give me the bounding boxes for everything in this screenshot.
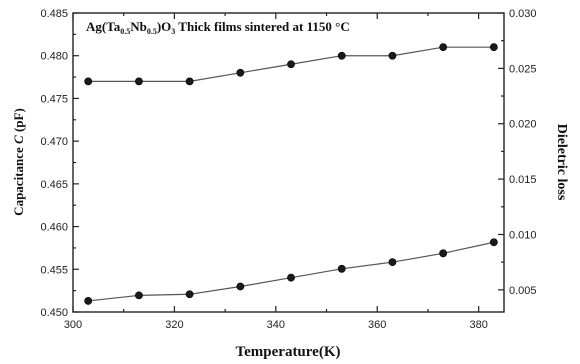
data-point-series-2 (388, 258, 397, 267)
x-tick-label: 380 (469, 319, 487, 331)
y-left-tick-label: 0.485 (40, 8, 68, 20)
data-point-series-2 (185, 290, 194, 299)
y-right-tick-label: 0.030 (509, 8, 537, 20)
x-tick-label: 360 (368, 319, 386, 331)
plot-frame (72, 12, 505, 313)
chart-title: Ag(Ta0.5Nb0.5)O3 Thick films sintered at… (86, 19, 350, 36)
data-point-series-1 (84, 77, 93, 86)
y-right-tick-label: 0.025 (509, 63, 537, 75)
data-point-series-2 (337, 264, 346, 273)
series-line-2 (88, 241, 494, 302)
y-left-axis-ticks: 0.450 0.455 0.460 0.465 0.470 0.475 0.480 0.485 (40, 8, 79, 319)
y-left-tick-label: 0.455 (40, 264, 68, 276)
data-point-series-2 (84, 297, 93, 305)
data-point-series-2 (135, 291, 143, 300)
data-point-series-1 (439, 43, 448, 52)
y-right-axis-title: Dieletric loss (554, 124, 569, 201)
y-left-tick-label: 0.460 (40, 222, 68, 234)
data-point-series-2 (439, 249, 448, 258)
y-left-tick-label: 0.450 (40, 307, 68, 319)
data-point-series-2 (287, 273, 295, 282)
y-right-tick-label: 0.005 (509, 285, 537, 297)
x-tick-label: 300 (64, 319, 82, 331)
data-point-series-1 (185, 77, 194, 86)
x-axis-ticks: 300 320 340 360 380 (64, 13, 488, 331)
x-axis-title: Temperature(K) (236, 344, 341, 360)
data-point-series-2 (489, 238, 498, 247)
data-point-series-1 (337, 51, 346, 60)
y-right-axis-ticks: 0.005 0.010 0.015 0.020 0.025 0.030 (498, 8, 537, 297)
y-left-axis-title: Capacitance C (pF) (11, 108, 26, 216)
y-right-tick-label: 0.015 (509, 174, 537, 186)
y-left-tick-label: 0.480 (40, 51, 68, 63)
data-point-series-1 (388, 51, 397, 60)
data-point-series-1 (287, 60, 295, 69)
y-right-tick-label: 0.020 (509, 119, 537, 131)
x-tick-label: 340 (267, 319, 285, 331)
data-point-series-1 (135, 77, 143, 86)
data-point-series-2 (236, 282, 245, 291)
series-layer (84, 43, 498, 305)
y-left-tick-label: 0.470 (40, 136, 68, 148)
y-right-tick-label: 0.010 (509, 229, 537, 241)
y-left-tick-label: 0.475 (40, 93, 68, 105)
x-tick-label: 320 (165, 319, 183, 331)
data-point-series-1 (489, 43, 498, 52)
data-point-series-1 (236, 68, 245, 77)
y-left-tick-label: 0.465 (40, 179, 68, 191)
